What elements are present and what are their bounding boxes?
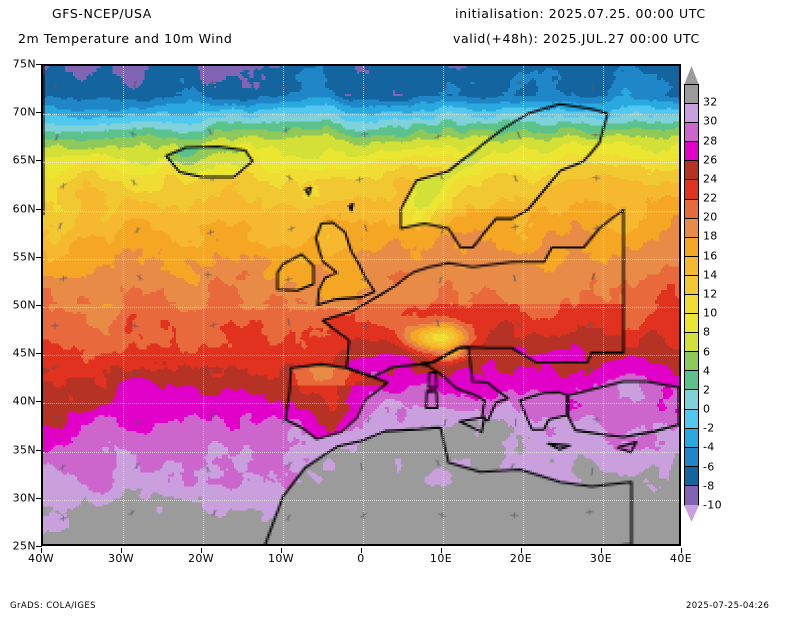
credit-label: GrADS: COLA/IGES <box>10 601 96 611</box>
y-axis-label: 35N <box>12 443 36 457</box>
colorbar[interactable] <box>684 84 699 506</box>
y-axis-tick <box>36 497 42 499</box>
x-axis-label: 30W <box>107 552 135 565</box>
colorbar-tick-label: -2 <box>703 421 715 435</box>
colorbar-tick-label: 8 <box>703 325 711 339</box>
x-axis-label: 10E <box>429 552 453 565</box>
y-axis-label: 65N <box>12 153 36 167</box>
valid-time-label: valid(+48h): 2025.JUL.27 00:00 UTC <box>453 31 700 46</box>
colorbar-segment <box>685 428 698 448</box>
initialisation-label: initialisation: 2025.07.25. 00:00 UTC <box>455 6 706 21</box>
colorbar-segment <box>685 333 698 353</box>
y-axis-tick <box>36 546 42 547</box>
x-axis-tick <box>521 548 522 553</box>
colorbar-segment <box>685 447 698 467</box>
x-axis-tick <box>281 548 282 553</box>
y-axis-label: 55N <box>12 250 36 264</box>
y-axis-tick <box>36 256 42 258</box>
y-axis-tick <box>36 449 42 451</box>
y-axis-label: 75N <box>12 57 36 71</box>
y-axis-tick <box>36 208 42 210</box>
colorbar-tick-label: 18 <box>703 229 718 243</box>
colorbar-segment <box>685 295 698 315</box>
y-axis-tick <box>36 305 42 306</box>
colorbar-tick-label: 10 <box>703 306 718 320</box>
colorbar-tick-label: -10 <box>703 498 722 512</box>
colorbar-segment <box>685 256 698 276</box>
colorbar-tick-label: 14 <box>703 268 718 282</box>
y-axis-tick <box>36 64 42 65</box>
colorbar-tick-label: -6 <box>703 460 715 474</box>
colorbar-over-arrow-icon <box>684 66 699 85</box>
y-axis-label: 30N <box>12 491 36 505</box>
x-axis-label: 40E <box>669 552 693 565</box>
colorbar-tick-label: 16 <box>703 249 718 263</box>
colorbar-segment <box>685 161 698 181</box>
x-axis-tick <box>681 548 682 553</box>
y-axis-label: 25N <box>12 539 36 553</box>
colorbar-under-arrow-icon <box>684 505 699 522</box>
colorbar-tick-label: 4 <box>703 364 711 378</box>
colorbar-tick-label: 30 <box>703 114 718 128</box>
x-axis-label: 20E <box>509 552 533 565</box>
y-axis-label: 60N <box>12 202 36 216</box>
x-axis-label: 20W <box>187 552 215 565</box>
y-axis-label: 40N <box>12 394 36 408</box>
y-axis-tick <box>36 112 42 114</box>
colorbar-tick-label: 22 <box>703 191 718 205</box>
y-axis-label: 50N <box>12 298 36 312</box>
x-axis-label: 10W <box>267 552 295 565</box>
colorbar-segment <box>685 237 698 257</box>
timestamp-label: 2025-07-25-04:26 <box>686 601 770 611</box>
colorbar-segment <box>685 390 698 410</box>
colorbar-segment <box>685 180 698 200</box>
colorbar-segment <box>685 371 698 391</box>
x-axis-tick <box>441 548 442 553</box>
colorbar-tick-label: 26 <box>703 153 718 167</box>
colorbar-segment <box>685 142 698 162</box>
colorbar-segment <box>685 123 698 143</box>
colorbar-segment <box>685 199 698 219</box>
colorbar-tick-label: 28 <box>703 134 718 148</box>
x-axis-tick <box>41 548 42 553</box>
colorbar-tick-label: -4 <box>703 440 715 454</box>
colorbar-tick-label: 24 <box>703 172 718 186</box>
colorbar-segment <box>685 485 698 505</box>
colorbar-tick-label: 6 <box>703 345 711 359</box>
x-axis-tick <box>201 548 202 553</box>
y-axis-label: 45N <box>12 346 36 360</box>
colorbar-segment <box>685 409 698 429</box>
x-axis-label: 30E <box>589 552 613 565</box>
map-plot-area[interactable] <box>41 64 681 546</box>
colorbar-tick-label: 12 <box>703 287 718 301</box>
colorbar-tick-label: 2 <box>703 383 711 397</box>
y-axis-tick <box>36 401 42 403</box>
field-label: 2m Temperature and 10m Wind <box>18 31 233 46</box>
model-label: GFS-NCEP/USA <box>52 6 152 21</box>
y-axis-label: 70N <box>12 105 36 119</box>
colorbar-tick-label: 20 <box>703 210 718 224</box>
y-axis-tick <box>36 353 42 355</box>
colorbar-segment <box>685 352 698 372</box>
colorbar-segment <box>685 218 698 238</box>
x-axis-tick <box>121 548 122 553</box>
colorbar-segment <box>685 466 698 486</box>
colorbar-tick-label: -8 <box>703 479 715 493</box>
colorbar-segment <box>685 275 698 295</box>
x-axis-label: 0 <box>357 552 365 565</box>
colorbar-segment <box>685 104 698 124</box>
x-axis-tick <box>361 548 362 553</box>
x-axis-label: 40W <box>27 552 55 565</box>
x-axis-tick <box>601 548 602 553</box>
colorbar-tick-label: 0 <box>703 402 711 416</box>
colorbar-tick-label: 32 <box>703 95 718 109</box>
colorbar-segment <box>685 85 698 105</box>
y-axis-tick <box>36 160 42 162</box>
colorbar-segment <box>685 314 698 334</box>
wind-barb-layer <box>43 66 679 544</box>
